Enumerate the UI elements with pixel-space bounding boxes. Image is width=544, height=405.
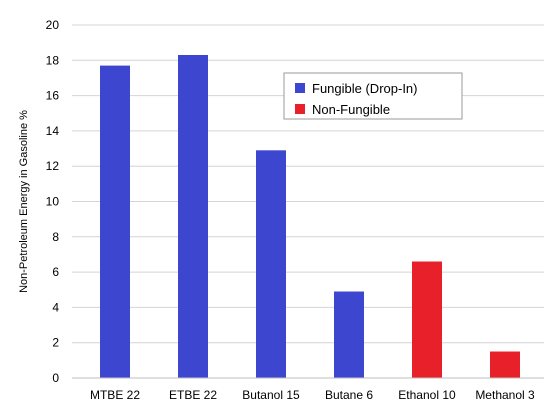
bar-ethanol-10 bbox=[412, 261, 442, 378]
x-tick-labels: MTBE 22 ETBE 22 Butanol 15 Butane 6 Ethanol … bbox=[90, 388, 535, 402]
y-tick-label: 10 bbox=[46, 195, 60, 209]
legend-box bbox=[283, 72, 463, 120]
y-tick-label: 16 bbox=[46, 89, 60, 103]
bar-butane-6 bbox=[334, 291, 364, 378]
x-tick-label: Methanol 3 bbox=[475, 388, 535, 402]
x-tick-label: ETBE 22 bbox=[169, 388, 217, 402]
legend: Fungible (Drop-In) Non-Fungible bbox=[283, 72, 463, 120]
y-tick-label: 20 bbox=[46, 18, 60, 32]
x-tick-label: Butane 6 bbox=[325, 388, 373, 402]
y-tick-label: 6 bbox=[52, 265, 59, 279]
x-tick-label: MTBE 22 bbox=[90, 388, 140, 402]
y-tick-label: 4 bbox=[52, 300, 59, 314]
legend-label: Non-Fungible bbox=[312, 102, 390, 117]
y-tick-labels: 0 2 4 6 8 10 12 14 16 18 20 bbox=[46, 18, 60, 385]
y-axis-label: Non-Petroleum Energy in Gasoline % bbox=[18, 110, 30, 293]
bar-mtbe-22 bbox=[100, 65, 130, 378]
bar-methanol-3 bbox=[490, 351, 520, 378]
y-tick-label: 14 bbox=[46, 124, 60, 138]
bars bbox=[100, 55, 520, 378]
y-tick-label: 12 bbox=[46, 159, 60, 173]
x-tick-label: Ethanol 10 bbox=[398, 388, 456, 402]
legend-swatch bbox=[295, 104, 305, 114]
grid-lines bbox=[72, 24, 544, 344]
y-tick-label: 0 bbox=[52, 371, 59, 385]
legend-label: Fungible (Drop-In) bbox=[312, 81, 418, 96]
legend-swatch bbox=[295, 83, 305, 93]
x-tick-label: Butanol 15 bbox=[242, 388, 300, 402]
bar-butanol-15 bbox=[256, 150, 286, 378]
bar-etbe-22 bbox=[178, 55, 208, 378]
y-tick-label: 18 bbox=[46, 53, 60, 67]
y-tick-label: 8 bbox=[52, 230, 59, 244]
y-tick-label: 2 bbox=[52, 336, 59, 350]
